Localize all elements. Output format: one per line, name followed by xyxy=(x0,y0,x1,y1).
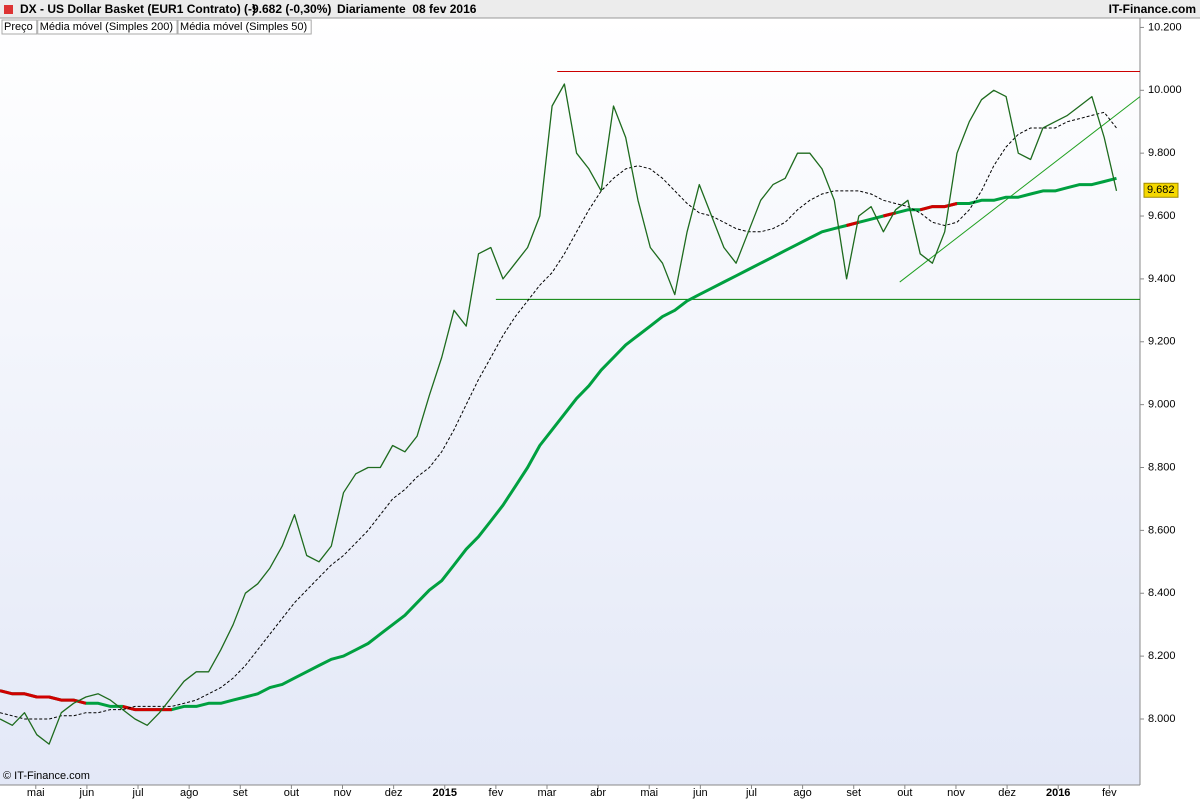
x-tick-label: nov xyxy=(334,787,352,799)
trend-line xyxy=(899,96,1141,283)
series-line-below xyxy=(0,689,87,705)
x-tick-label: set xyxy=(233,787,248,799)
x-tick-label: fev xyxy=(1102,787,1117,799)
x-tick-label: dez xyxy=(385,787,403,799)
x-tick-label: mai xyxy=(640,787,658,799)
x-tick-label: ago xyxy=(793,787,811,799)
x-tick-label: mar xyxy=(538,787,557,799)
last-value-label: 9.682 xyxy=(1147,184,1175,196)
series-line-below xyxy=(919,202,958,212)
x-tick-label: mai xyxy=(27,787,45,799)
y-tick-label: 8.600 xyxy=(1148,524,1176,536)
y-tick-label: 8.800 xyxy=(1148,461,1176,473)
legend-entry: Preço xyxy=(4,21,33,33)
series-line xyxy=(0,111,1117,720)
legend-box xyxy=(177,19,312,35)
header-bar xyxy=(0,0,1200,18)
y-tick-label: 8.000 xyxy=(1148,713,1176,725)
x-tick-label: dez xyxy=(998,787,1016,799)
x-tick-label: abr xyxy=(590,787,606,799)
y-tick-label: 8.400 xyxy=(1148,587,1176,599)
series-line xyxy=(0,83,1118,745)
period: Diariamente 08 fev 2016 xyxy=(337,2,477,16)
last-value-box xyxy=(1143,182,1179,198)
y-tick-label: 9.800 xyxy=(1148,147,1176,159)
x-tick-label: out xyxy=(897,787,912,799)
legend-box xyxy=(1,19,38,35)
x-tick-label: jun xyxy=(692,787,708,799)
y-tick-label: 9.600 xyxy=(1148,210,1176,222)
x-tick-label: out xyxy=(284,787,299,799)
brand: IT-Finance.com xyxy=(1109,2,1196,16)
y-tick-label: 9.200 xyxy=(1148,336,1176,348)
y-tick-label: 10.000 xyxy=(1148,84,1182,96)
x-tick-label: ago xyxy=(180,787,198,799)
legend-entry: Média móvel (Simples 200) xyxy=(40,21,173,33)
quote: 9.682 (-0,30%) xyxy=(252,2,331,16)
x-tick-label: jul xyxy=(745,787,757,799)
series-line-below xyxy=(122,704,172,712)
y-tick-label: 9.400 xyxy=(1148,273,1176,285)
y-tick-label: 10.200 xyxy=(1148,21,1182,33)
chart-title: DX - US Dollar Basket (EUR1 Contrato) (-… xyxy=(20,2,256,16)
x-tick-label: jun xyxy=(79,787,95,799)
x-tick-label: 2016 xyxy=(1046,787,1070,799)
series-line-below xyxy=(846,220,860,227)
x-tick-label: set xyxy=(846,787,861,799)
x-tick-label: nov xyxy=(947,787,965,799)
x-tick-label: 2015 xyxy=(433,787,457,799)
plot-area xyxy=(0,18,1140,785)
legend-entry: Média móvel (Simples 50) xyxy=(180,21,307,33)
x-tick-label: jul xyxy=(132,787,144,799)
y-tick-label: 8.200 xyxy=(1148,650,1176,662)
legend-box xyxy=(37,19,178,35)
y-tick-label: 9.000 xyxy=(1148,399,1176,411)
icon xyxy=(4,5,13,14)
x-tick-label: fev xyxy=(489,787,504,799)
credit: © IT-Finance.com xyxy=(3,770,90,782)
